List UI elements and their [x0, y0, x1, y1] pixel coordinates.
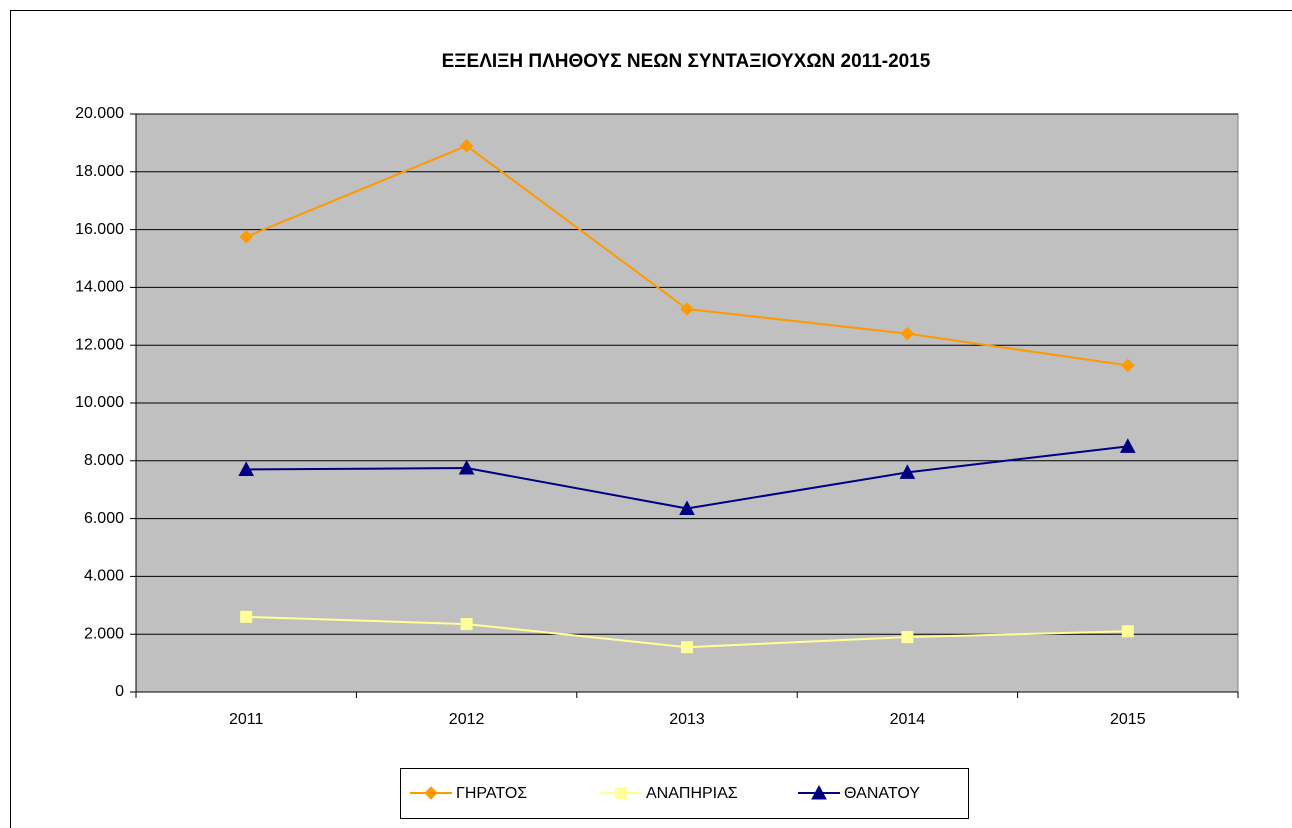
marker — [899, 464, 916, 479]
x-tick-label: 2011 — [229, 711, 264, 728]
x-tick-label: 2014 — [890, 711, 926, 728]
marker — [900, 326, 915, 341]
marker — [238, 461, 255, 476]
legend-marker — [615, 787, 627, 799]
y-tick-label: 0 — [115, 683, 124, 700]
marker — [1121, 625, 1134, 638]
legend-label: ΓΗΡΑΤΟΣ — [456, 785, 527, 802]
chart-title: ΕΞΕΛΙΞΗ ΠΛΗΘΟΥΣ ΝΕΩΝ ΣΥΝΤΑΞΙΟΥΧΩΝ 2011-2… — [442, 51, 931, 72]
y-tick-label: 8.000 — [84, 452, 124, 469]
legend-marker — [424, 786, 438, 800]
marker — [1119, 438, 1136, 453]
y-tick-label: 2.000 — [84, 625, 124, 642]
legend-label: ΘΑΝΑΤΟΥ — [844, 785, 920, 802]
marker — [459, 139, 474, 153]
marker — [458, 459, 475, 475]
x-tick-label: 2015 — [1110, 711, 1146, 728]
y-tick-label: 14.000 — [75, 279, 124, 296]
x-tick-label: 2013 — [669, 711, 705, 728]
y-tick-label: 18.000 — [75, 163, 124, 180]
marker — [681, 641, 693, 654]
marker — [679, 500, 695, 515]
marker — [901, 631, 914, 644]
y-tick-label: 16.000 — [75, 221, 124, 238]
legend-box — [400, 768, 969, 819]
y-tick-label: 10.000 — [75, 394, 124, 411]
marker — [240, 610, 253, 623]
y-tick-label: 20.000 — [75, 105, 124, 122]
y-tick-label: 4.000 — [84, 568, 124, 585]
y-tick-label: 6.000 — [84, 510, 124, 527]
marker — [460, 618, 473, 631]
y-tick-label: 12.000 — [75, 336, 124, 353]
marker — [1121, 358, 1135, 373]
marker — [239, 230, 253, 244]
x-tick-label: 2012 — [449, 711, 485, 728]
legend-label: ΑΝΑΠΗΡΙΑΣ — [646, 785, 738, 802]
marker — [680, 302, 694, 316]
legend-marker — [811, 784, 827, 800]
